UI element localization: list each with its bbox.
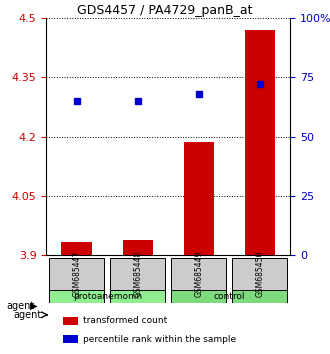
FancyBboxPatch shape xyxy=(232,290,287,303)
FancyBboxPatch shape xyxy=(110,258,165,290)
Text: ▶: ▶ xyxy=(30,301,37,311)
Bar xyxy=(63,335,78,343)
FancyBboxPatch shape xyxy=(49,258,104,290)
Bar xyxy=(122,240,153,255)
Text: GSM685447: GSM685447 xyxy=(72,251,81,297)
Text: GSM685449: GSM685449 xyxy=(194,251,203,297)
Bar xyxy=(61,241,92,255)
Text: GSM685448: GSM685448 xyxy=(133,251,142,297)
Text: agent: agent xyxy=(13,310,41,320)
FancyBboxPatch shape xyxy=(110,290,165,303)
FancyBboxPatch shape xyxy=(171,258,226,290)
Text: GSM685450: GSM685450 xyxy=(255,251,264,297)
Text: percentile rank within the sample: percentile rank within the sample xyxy=(83,335,236,343)
Text: GDS4457 / PA4729_panB_at: GDS4457 / PA4729_panB_at xyxy=(77,4,253,17)
Text: protoanemonin: protoanemonin xyxy=(73,292,142,301)
Text: transformed count: transformed count xyxy=(83,316,167,325)
Text: control: control xyxy=(214,292,245,301)
Bar xyxy=(245,30,275,255)
Text: agent: agent xyxy=(7,301,35,311)
Bar xyxy=(183,143,214,255)
FancyBboxPatch shape xyxy=(232,258,287,290)
FancyBboxPatch shape xyxy=(49,290,104,303)
Bar xyxy=(63,317,78,325)
FancyBboxPatch shape xyxy=(171,290,226,303)
